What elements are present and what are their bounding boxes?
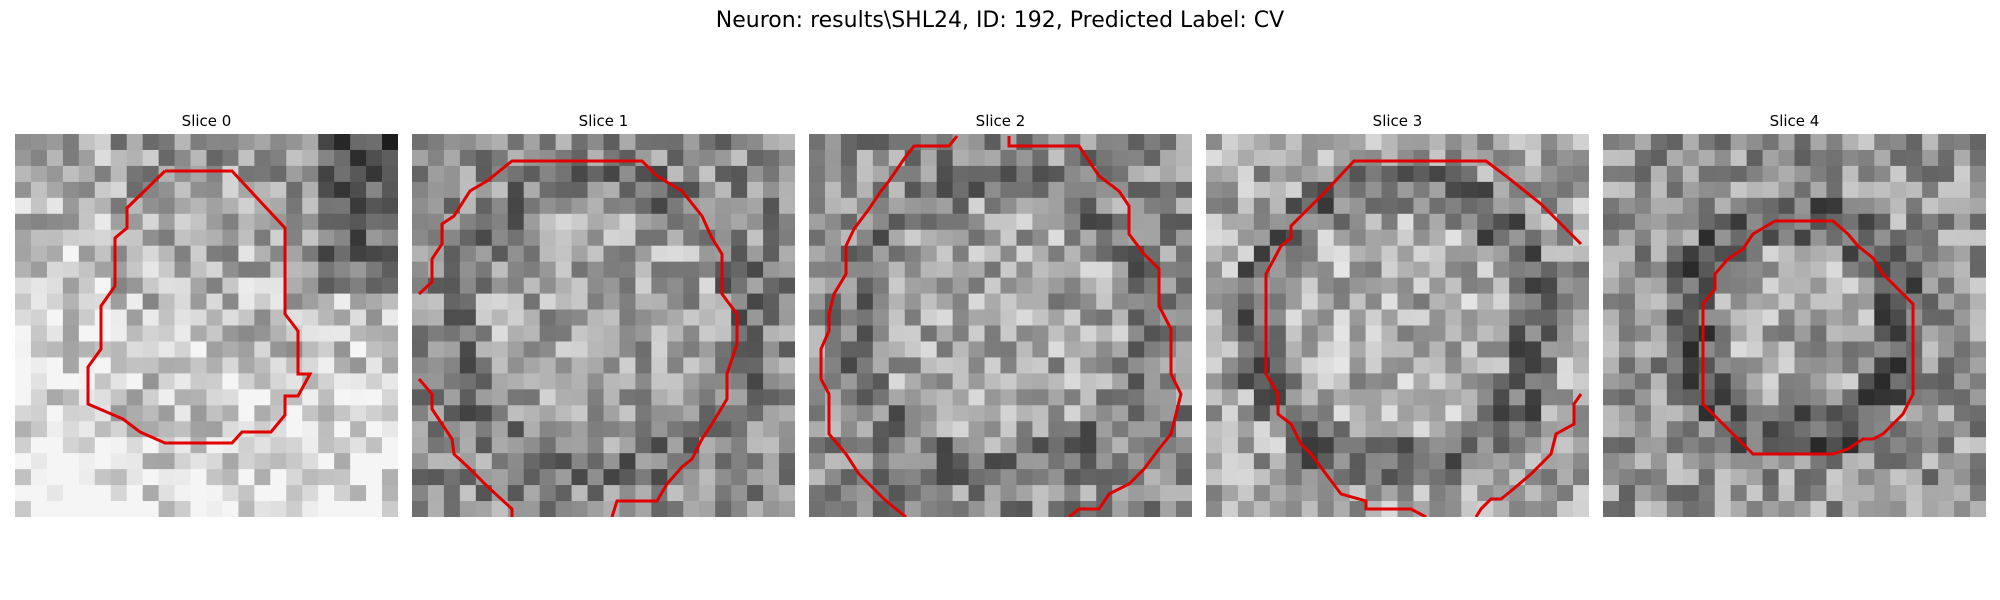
figure-title: Neuron: results\SHL24, ID: 192, Predicte… [715,8,1285,33]
panel-slice-3: Slice 3 [1206,110,1589,517]
roi-contour-outline [1007,136,1183,517]
panel-title: Slice 3 [1372,112,1423,130]
panel-slice-4: Slice 4 [1603,110,1986,517]
panel-title: Slice 0 [181,112,232,130]
panel-slice-1: Slice 1 [412,110,795,517]
microscopy-image [809,134,1192,517]
roi-contour-outline [819,135,959,517]
microscopy-image [1603,134,1986,517]
roi-contour-outline [1701,219,1915,456]
microscopy-image [15,134,398,517]
roi-contour-outline [417,378,514,517]
roi-contour-outline [417,159,739,517]
panel-title: Slice 1 [578,112,629,130]
panel-slice-2: Slice 2 [809,110,1192,517]
roi-contour-outline [1264,159,1583,517]
roi-contour-outline [86,169,313,445]
panel-slice-0: Slice 0 [15,110,398,517]
microscopy-image [412,134,795,517]
panel-title: Slice 2 [975,112,1026,130]
roi-contour-outline [1474,393,1583,517]
panel-title: Slice 4 [1769,112,1820,130]
microscopy-image [1206,134,1589,517]
